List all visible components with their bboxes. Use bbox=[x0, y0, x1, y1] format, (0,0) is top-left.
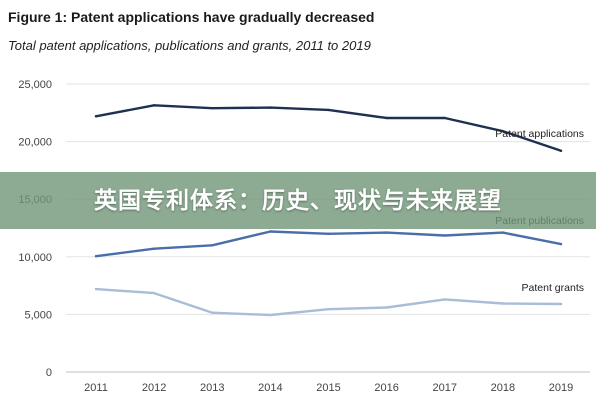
data-point bbox=[211, 106, 214, 110]
data-point bbox=[94, 255, 98, 258]
data-point bbox=[501, 302, 505, 305]
data-point bbox=[327, 308, 330, 311]
series-line-patent-publications bbox=[94, 230, 563, 258]
x-tick-label: 2018 bbox=[491, 382, 515, 394]
x-tick-label: 2013 bbox=[200, 382, 224, 394]
data-point bbox=[211, 244, 214, 247]
data-point bbox=[269, 313, 272, 317]
data-point bbox=[152, 104, 156, 107]
x-tick-label: 2012 bbox=[142, 382, 166, 394]
data-point bbox=[327, 108, 330, 112]
y-tick-label: 5,000 bbox=[24, 309, 52, 321]
series-label: Patent applications bbox=[495, 128, 584, 140]
y-tick-label: 25,000 bbox=[18, 79, 52, 91]
data-point bbox=[94, 115, 98, 118]
data-point bbox=[152, 247, 156, 250]
y-tick-label: 0 bbox=[46, 367, 52, 379]
series-line-patent-grants bbox=[94, 287, 563, 317]
series-line-patent-applications bbox=[94, 104, 563, 153]
data-point bbox=[501, 130, 505, 133]
x-tick-label: 2014 bbox=[258, 382, 282, 394]
data-point bbox=[443, 298, 446, 301]
data-point bbox=[559, 242, 563, 246]
data-point bbox=[327, 232, 330, 235]
data-point bbox=[385, 116, 388, 120]
x-tick-label: 2017 bbox=[433, 382, 457, 394]
data-point bbox=[211, 311, 214, 314]
data-point bbox=[269, 106, 272, 109]
data-point bbox=[152, 291, 156, 295]
data-point bbox=[94, 287, 98, 291]
series-label: Patent grants bbox=[522, 282, 584, 294]
x-tick-label: 2015 bbox=[316, 382, 340, 394]
data-point bbox=[559, 302, 563, 306]
banner-title: 英国专利体系：历史、现状与未来展望 bbox=[94, 187, 502, 213]
figure-title: Figure 1: Patent applications have gradu… bbox=[8, 9, 375, 25]
data-point bbox=[385, 306, 388, 309]
figure-subtitle: Total patent applications, publications … bbox=[8, 38, 371, 53]
x-tick-label: 2019 bbox=[549, 382, 573, 394]
data-point bbox=[443, 234, 446, 237]
data-point bbox=[559, 149, 563, 153]
data-point bbox=[269, 230, 272, 233]
y-tick-label: 10,000 bbox=[18, 252, 52, 264]
overlay-banner: 英国专利体系：历史、现状与未来展望 bbox=[0, 172, 596, 229]
data-point bbox=[385, 231, 388, 234]
y-tick-label: 20,000 bbox=[18, 137, 52, 149]
data-point bbox=[443, 116, 446, 120]
x-tick-label: 2011 bbox=[84, 382, 108, 394]
x-tick-label: 2016 bbox=[374, 382, 398, 394]
data-point bbox=[501, 231, 505, 234]
